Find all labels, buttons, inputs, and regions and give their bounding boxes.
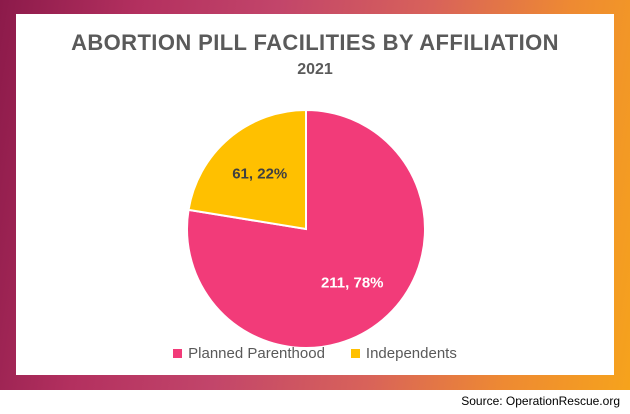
source-credit: Source: OperationRescue.org (461, 394, 620, 408)
legend-label: Planned Parenthood (188, 345, 325, 362)
data-label: 61, 22% (232, 166, 287, 183)
pie-chart: 211, 78% 61, 22% (186, 108, 426, 349)
chart-panel: ABORTION PILL FACILITIES BY AFFILIATION … (16, 14, 614, 375)
legend-label: Independents (365, 345, 457, 362)
pie-slice-planned-parenthood (186, 108, 426, 349)
chart-subtitle: 2021 (297, 61, 333, 78)
legend-swatch-planned-parenthood (173, 349, 183, 358)
chart-title: ABORTION PILL FACILITIES BY AFFILIATION (71, 30, 559, 55)
chart-legend: Planned Parenthood Independents (16, 345, 614, 362)
legend-item-independents: Independents (350, 345, 457, 362)
data-label: 211, 78% (321, 274, 384, 291)
legend-item-planned-parenthood: Planned Parenthood (173, 345, 325, 362)
legend-swatch-independents (350, 349, 360, 358)
pie-slice-independents (187, 108, 307, 231)
